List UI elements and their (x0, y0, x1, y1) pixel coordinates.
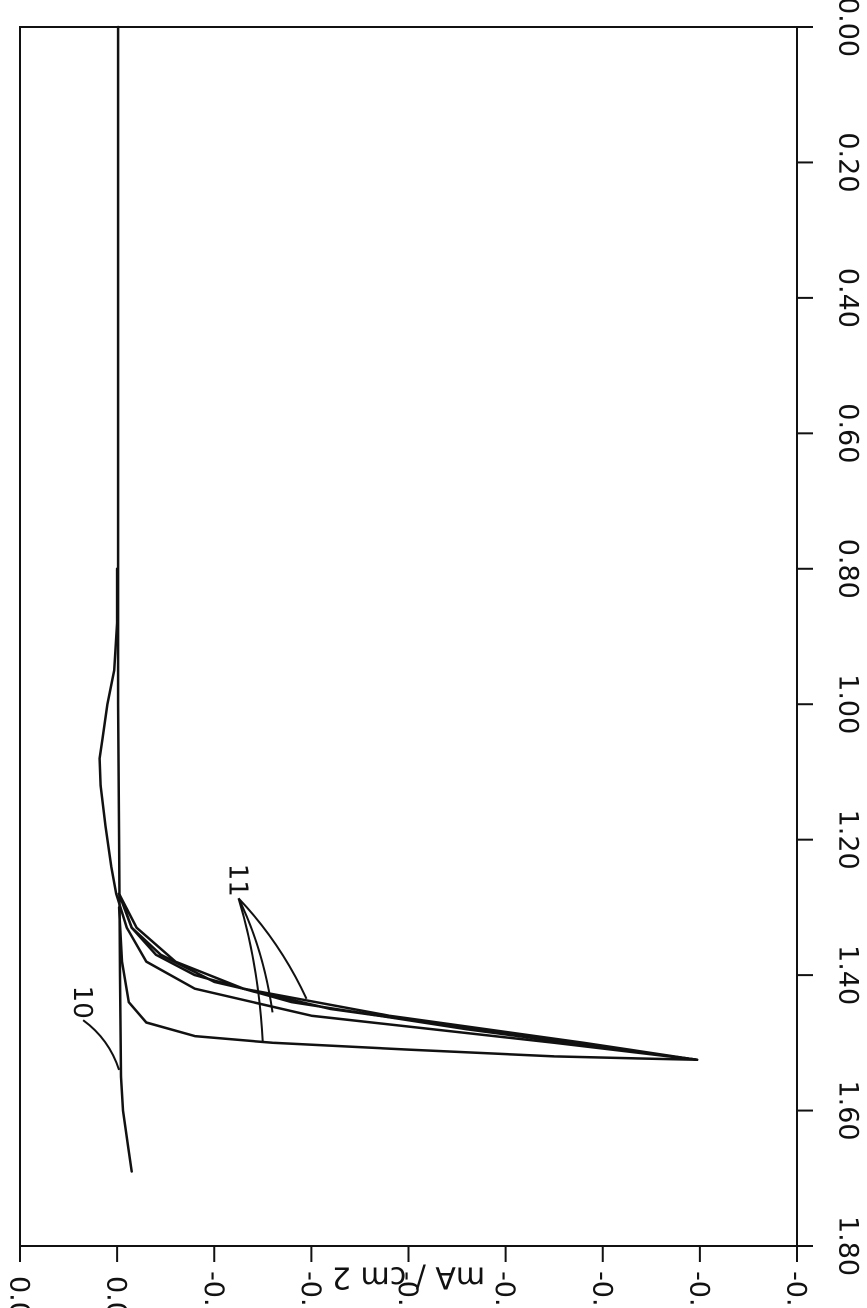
x-tick-label: 1.60 (833, 1080, 864, 1140)
callout-leader-11 (237, 898, 264, 1043)
series-group (98, 25, 699, 1173)
y-axis: 0.01 0.00 -0.01 -0.02 -0.03 -0.04 -0.05 -0.06 -0… (4, 1246, 812, 1308)
y-tick-label: -0.06 (683, 1271, 714, 1308)
callout-label-10: 10 (67, 986, 97, 1019)
y-tick-label: -0.04 (489, 1271, 520, 1308)
callout-leader-11 (237, 897, 274, 1013)
series-line-5 (117, 892, 699, 1062)
y-tick-label: -0.02 (295, 1271, 326, 1308)
y-tick-label: 0.01 (4, 1276, 35, 1308)
callout-leader-11 (237, 897, 308, 1000)
x-tick-label: 1.40 (833, 945, 864, 1005)
annotations: 10 11 (67, 864, 308, 1071)
x-tick-label: 0.40 (833, 268, 864, 328)
plot-frame (19, 26, 798, 1247)
plot-border (19, 26, 798, 1247)
y-tick-label: -0.07 (781, 1271, 812, 1308)
x-tick-label: 0.00 (833, 0, 864, 57)
series-line-2 (98, 567, 699, 1062)
y-tick-label: -0.05 (586, 1271, 617, 1308)
y-tick-label: -0.01 (198, 1271, 229, 1308)
x-axis: 0.00 0.20 0.40 0.60 0.80 1.00 1.20 1.40 1.60 1.80 (797, 0, 864, 1276)
x-tick-label: 0.20 (833, 132, 864, 192)
y-tick-label: -0.03 (392, 1271, 423, 1308)
x-tick-label: 1.20 (833, 810, 864, 870)
series-line-4 (117, 892, 699, 1062)
x-tick-label: 0.80 (833, 539, 864, 599)
x-tick-label: 1.00 (833, 674, 864, 734)
y-tick-label: 0.00 (101, 1276, 132, 1308)
series-line-6 (117, 906, 699, 1062)
y-axis-title: mA / cm 2 (332, 1260, 485, 1295)
x-tick-label: 1.80 (833, 1216, 864, 1276)
callout-leader-10 (82, 1019, 121, 1071)
x-tick-label: 0.60 (833, 403, 864, 463)
series-line-1 (116, 25, 133, 1173)
callout-label-11: 11 (222, 864, 252, 897)
